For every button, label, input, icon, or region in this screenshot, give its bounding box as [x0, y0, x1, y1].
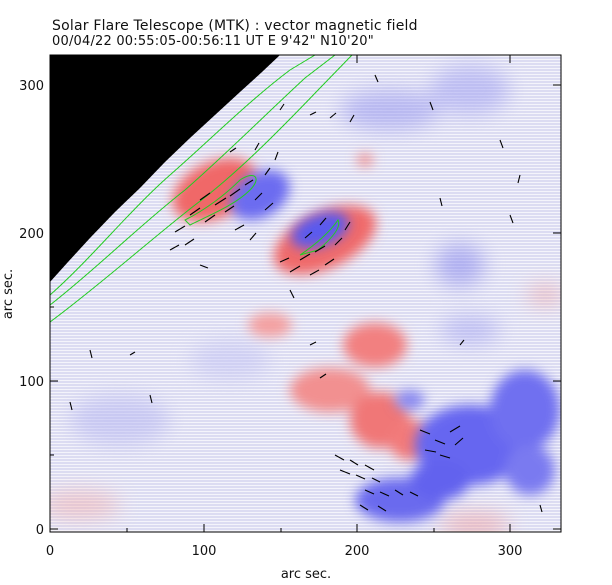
x-tick-label: 300 — [498, 544, 523, 559]
plot-frame — [49, 54, 562, 533]
y-tick-label: 0 — [36, 523, 44, 538]
y-axis-ticks — [50, 84, 561, 530]
x-tick-label: 0 — [46, 544, 54, 559]
y-axis-label: arc sec. — [1, 269, 16, 319]
observation-info: 00/04/22 00:55:05-00:56:11 UT E 9'42" N1… — [52, 34, 374, 49]
y-tick-label: 300 — [19, 79, 44, 94]
y-tick-label: 200 — [19, 227, 44, 242]
x-tick-label: 100 — [192, 544, 217, 559]
x-axis-label: arc sec. — [281, 567, 331, 582]
off-limb-region — [50, 55, 280, 282]
magnetogram-image — [50, 55, 561, 532]
x-axis-ticks — [49, 55, 511, 532]
figure-title: Solar Flare Telescope (MTK) : vector mag… — [52, 18, 418, 34]
intensity-contours — [50, 55, 353, 323]
x-tick-label: 200 — [345, 544, 370, 559]
y-tick-label: 100 — [19, 375, 44, 390]
transverse-field-vectors — [69, 74, 543, 513]
